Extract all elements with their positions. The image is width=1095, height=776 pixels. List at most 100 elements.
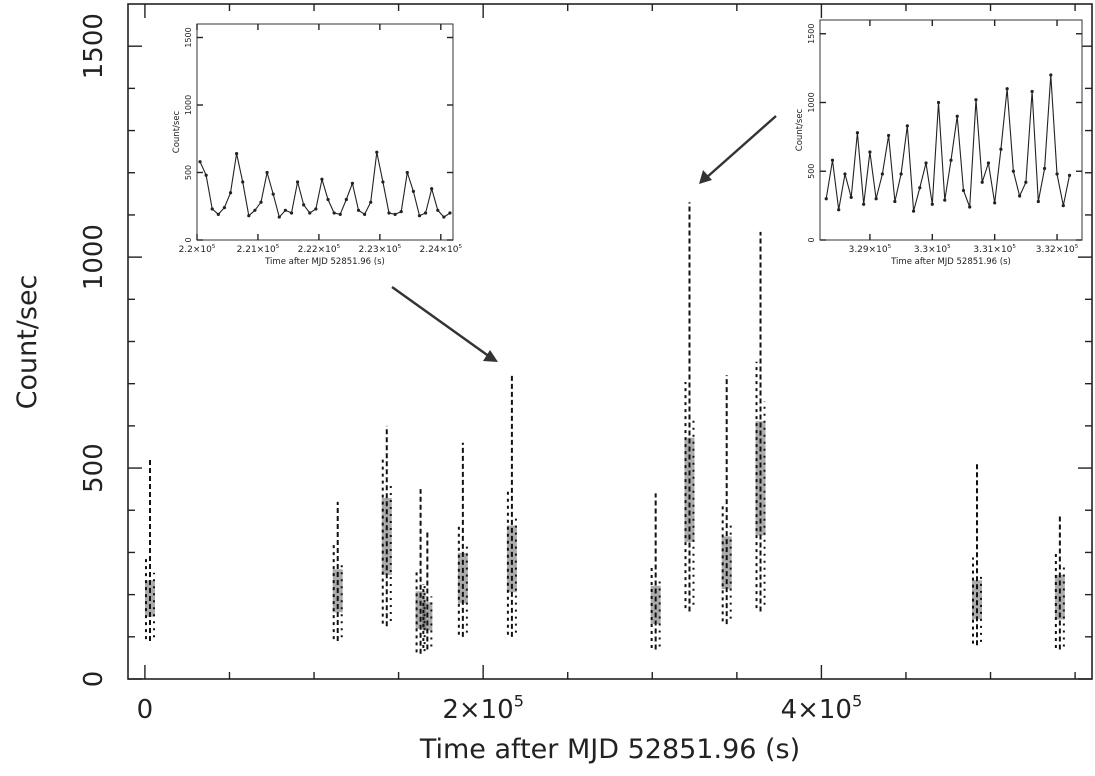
main-axis-ticks: 0 2×105 4×105 0 500 1000 1500 [79, 4, 1092, 725]
inset-data-point [1018, 194, 1022, 198]
inset-y-tick-label: 0 [184, 237, 193, 242]
main-x-axis-label: Time after MJD 52851.96 (s) [419, 734, 800, 765]
inset-y-tick-label: 500 [184, 165, 193, 180]
inset-data-point [830, 158, 835, 162]
inset-x-tick-label: 3.31×105 [973, 244, 1016, 255]
inset-data-point [411, 189, 415, 193]
inset-x-axis-label: Time after MJD 52851.96 (s) [890, 257, 1011, 267]
inset-data-point [980, 180, 984, 184]
main-plot: 0 2×105 4×105 0 500 1000 1500 Time after MJD 5… [12, 3, 1093, 765]
inset-data-point [824, 197, 828, 201]
inset-data-point [344, 197, 348, 202]
inset-data-point [968, 205, 972, 209]
inset-data-point [277, 215, 281, 219]
inset-data-point [436, 208, 440, 212]
inset-left-arrowhead [483, 350, 498, 362]
inset-data-point [210, 207, 214, 211]
inset-data-point [999, 147, 1003, 151]
inset-data-point [918, 186, 922, 190]
main-x-tick-label: 4×105 [781, 691, 863, 725]
inset-data-point [222, 206, 227, 210]
inset-data-point [1049, 73, 1053, 77]
inset-data-point [1061, 204, 1065, 208]
data-burst-core [506, 525, 517, 593]
inset-x-axis-label: Time after MJD 52851.96 (s) [264, 257, 385, 267]
inset-data-point [843, 172, 847, 176]
inset-data-point [1024, 180, 1028, 184]
inset-frame [819, 19, 1083, 241]
inset-data-point [905, 124, 909, 128]
inset-data-point [936, 100, 941, 105]
inset-right-plot: 3.29×105 3.3×105 3.31×105 3.32×105 0 500 1000 1… [795, 19, 1083, 267]
inset-data-point [1011, 169, 1015, 173]
inset-data-point [241, 180, 245, 184]
inset-data-point [283, 208, 287, 212]
inset-data-point [265, 170, 269, 175]
inset-data-point [855, 131, 860, 135]
inset-data-point [1055, 172, 1059, 176]
main-y-tick-label: 500 [79, 443, 109, 493]
inset-data-point [1042, 166, 1047, 171]
inset-data-point [295, 180, 300, 184]
main-data-bursts [144, 202, 1065, 654]
inset-data-point [350, 181, 355, 185]
inset-data-point [375, 150, 379, 154]
inset-data-point [1030, 89, 1034, 94]
inset-data-point [993, 201, 997, 205]
inset-data-point [442, 215, 446, 219]
inset-data-point [880, 172, 884, 176]
inset-x-tick-label: 3.3×105 [914, 244, 951, 255]
inset-data-point [289, 211, 294, 215]
inset-data-point [326, 197, 330, 202]
inset-frame [196, 23, 454, 241]
inset-data-point [986, 161, 991, 165]
inset-left-pointer-arrow [391, 286, 491, 358]
inset-data-point [849, 195, 853, 199]
inset-data-point [320, 177, 324, 181]
inset-data-point [259, 200, 263, 204]
inset-right-pointer-arrow [705, 115, 777, 179]
inset-data-point [943, 198, 947, 202]
data-burst-core [755, 421, 766, 536]
inset-data-point [216, 212, 220, 216]
inset-data-point [338, 212, 342, 216]
inset-data-point [837, 208, 841, 212]
inset-data-point [399, 210, 403, 214]
data-burst-core [721, 536, 732, 590]
inset-data-point [930, 202, 934, 206]
data-burst-core [144, 580, 155, 617]
inset-y-tick-label: 500 [807, 164, 816, 179]
data-burst-core [381, 498, 392, 575]
inset-data-point [417, 214, 422, 218]
inset-data-point [430, 187, 434, 191]
inset-x-tick-label: 2.2×105 [179, 244, 216, 255]
data-burst-core [650, 585, 661, 624]
inset-y-axis-label: Count/sec [172, 110, 182, 153]
inset-data-point [1067, 173, 1072, 177]
main-y-tick-label: 1000 [79, 224, 109, 290]
data-burst-core [332, 569, 343, 613]
inset-data-point [974, 98, 978, 102]
inset-left-plot: 2.2×105 2.21×105 2.22×105 2.23×105 2.24×105 0… [172, 23, 463, 267]
inset-data-point [228, 191, 233, 195]
inset-data-point [369, 200, 373, 204]
inset-data-point [198, 160, 202, 164]
inset-data-point [911, 209, 916, 213]
inset-y-axis-label: Count/sec [795, 108, 805, 151]
main-x-tick-label: 2×105 [442, 691, 524, 725]
inset-data-point [448, 211, 452, 215]
inset-data-point [356, 208, 361, 212]
data-burst-core [457, 552, 468, 604]
inset-x-tick-label: 2.23×105 [359, 244, 402, 255]
main-x-tick-label: 0 [137, 695, 154, 725]
inset-data-point [332, 211, 336, 215]
inset-data-point [302, 203, 306, 207]
inset-x-tick-label: 3.29×105 [849, 244, 892, 255]
main-y-tick-label: 1500 [79, 13, 109, 79]
inset-y-tick-label: 1500 [184, 27, 193, 47]
inset-data-point [363, 212, 367, 216]
inset-y-tick-label: 1000 [807, 92, 816, 112]
main-y-tick-label: 0 [79, 671, 109, 688]
inset-data-point [1005, 87, 1009, 91]
